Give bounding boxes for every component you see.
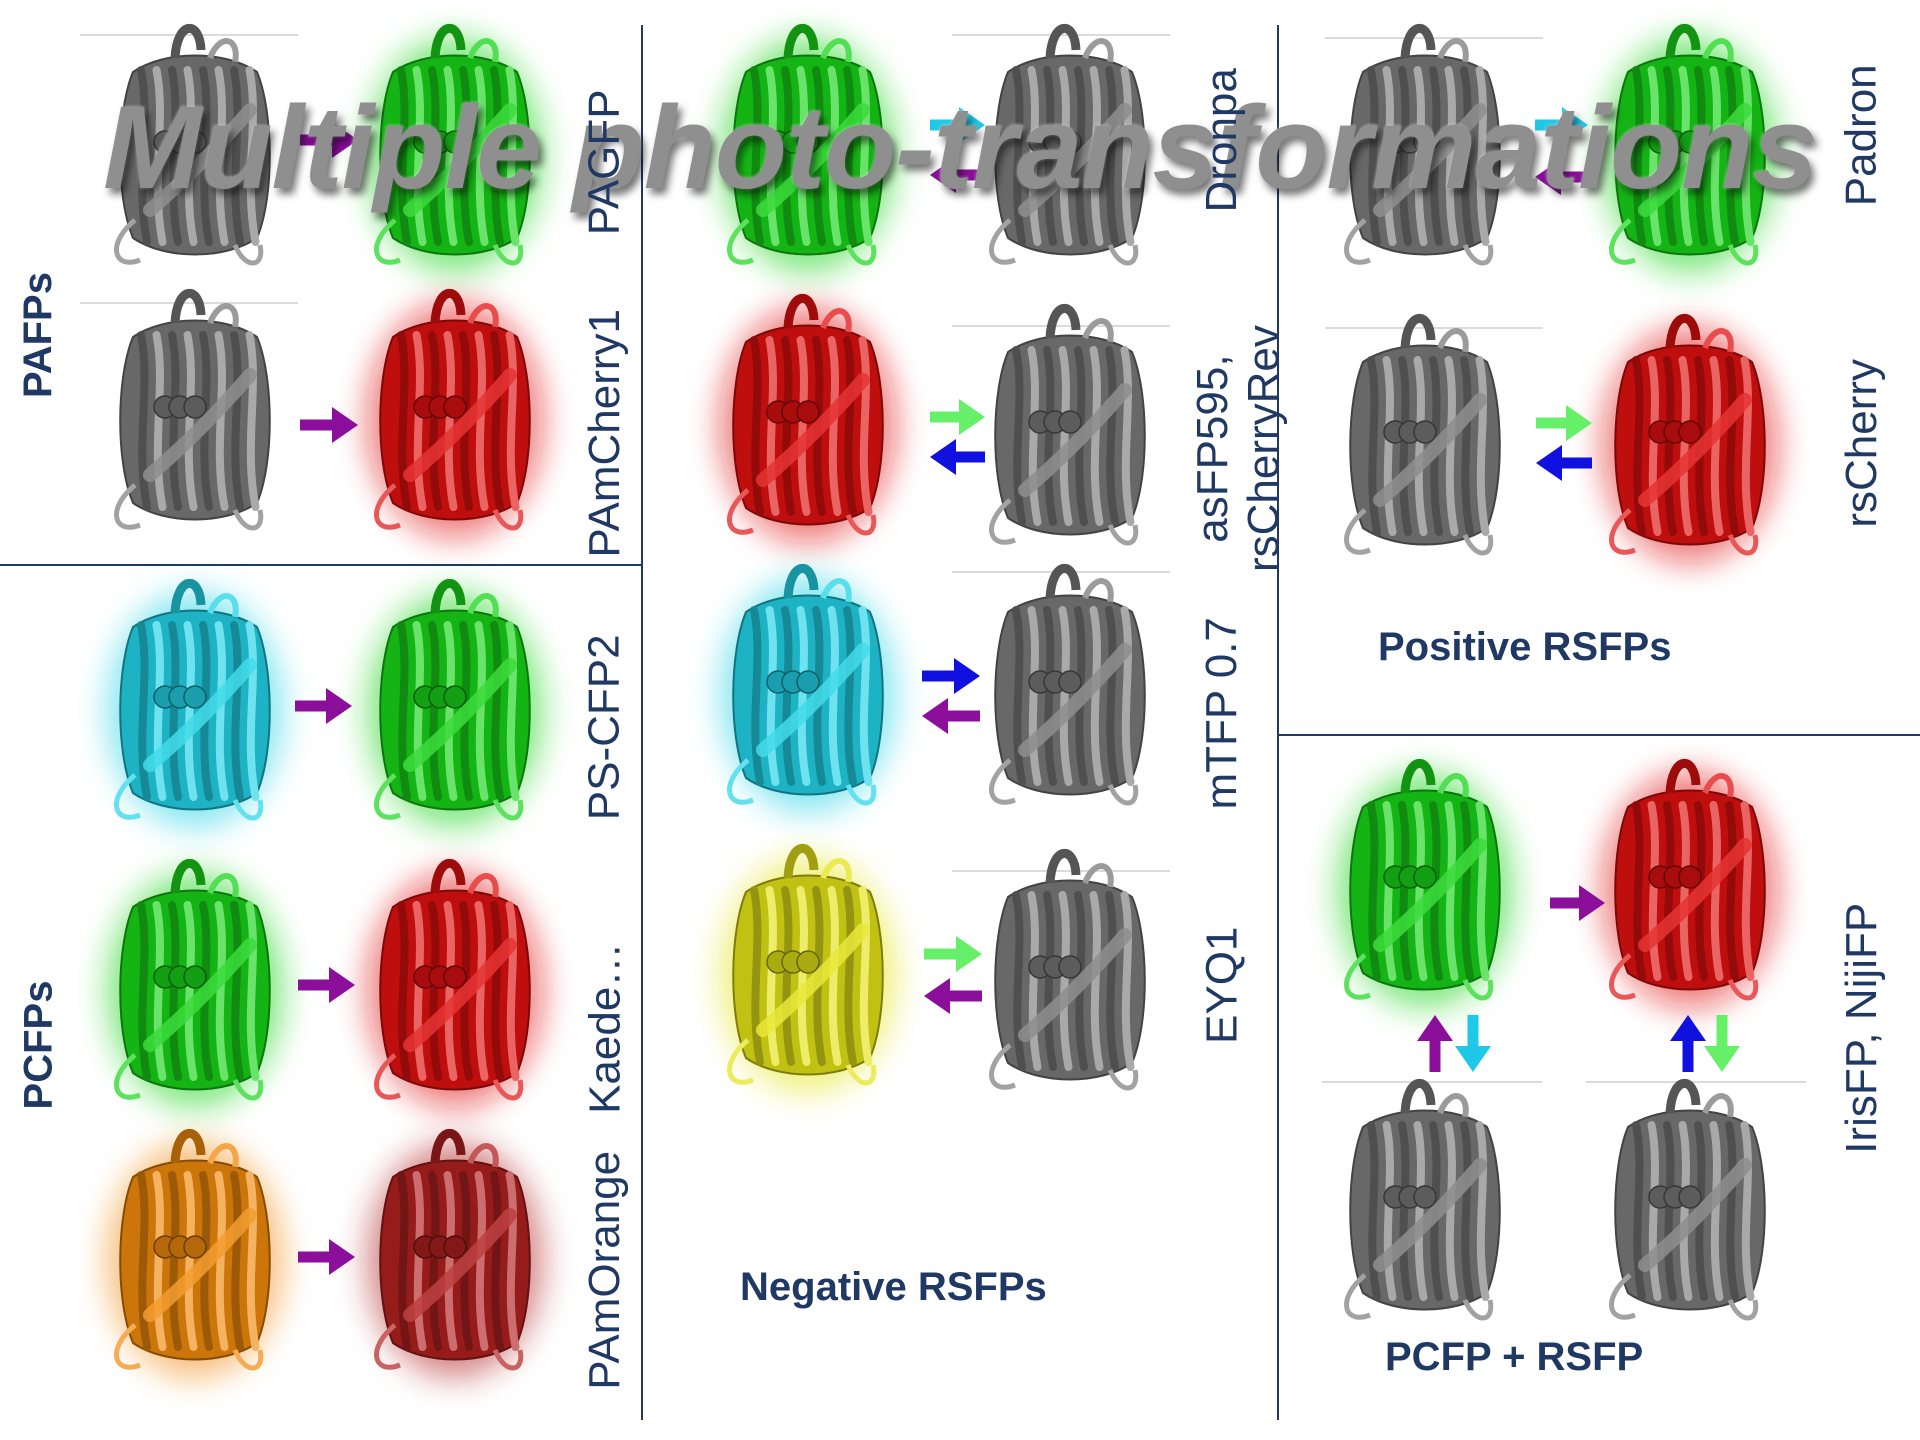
arrow-eyq1-on (924, 978, 982, 1014)
arrow-dronpa-on (930, 157, 985, 193)
rscherry-on-state (1602, 314, 1778, 563)
arrow-pagfp-activation (300, 122, 358, 158)
protein-label-pamcherry1: PAmCherry1 (579, 308, 629, 558)
dronpa-off-state (989, 24, 1146, 266)
arrow-dronpa-off (930, 107, 985, 143)
protein-label-asfp595-line2: rsCherryRev (1237, 324, 1287, 572)
divider-lines (0, 25, 1920, 1420)
protein-label-asfp595-line1: asFP595, (1187, 353, 1237, 543)
arrow-kaede-conversion (298, 967, 355, 1003)
protein-label-padron: Padron (1836, 63, 1886, 206)
arrow-rscherry-off (1536, 445, 1592, 481)
mtfp-on-state (720, 564, 896, 813)
asfp595-on-state (720, 294, 896, 543)
arrow-irisfp-conversion (1550, 885, 1605, 921)
arrow-pamcherry1-activation (300, 407, 358, 443)
protein-label-asfp595: asFP595, rsCherryRev (1187, 325, 1288, 572)
pagfp-bright-state (367, 24, 543, 273)
arrow-pamorange-conversion (298, 1239, 355, 1275)
protein-label-irisfp: IrisFP, NijiFP (1836, 902, 1886, 1154)
arrow-eyq1-off (924, 936, 982, 972)
group-label-positive-rsfps: Positive RSFPs (1378, 625, 1672, 669)
pagfp-dark-state (114, 24, 271, 266)
pamcherry1-bright-state (367, 289, 543, 538)
group-label-negative-rsfps: Negative RSFPs (740, 1265, 1047, 1309)
irisfp-red-state (1602, 759, 1778, 1008)
arrow-asfp595-off (930, 399, 985, 435)
protein-label-eyq1: EYQ1 (1196, 926, 1246, 1044)
arrow-mtfp-on (922, 698, 980, 734)
arrow-rscherry-on (1536, 405, 1592, 441)
irisfp-green-off-state (1344, 1079, 1501, 1321)
protein-label-rscherry: rsCherry (1836, 358, 1886, 528)
dronpa-on-state (720, 24, 896, 273)
arrow-asfp595-on (930, 439, 985, 475)
padron-off-state (1344, 24, 1501, 266)
arrow-padron-off (1535, 107, 1588, 143)
eyq1-off-state (989, 849, 1146, 1091)
arrow-irisfp-red-on (1670, 1015, 1706, 1072)
transition-arrows (295, 107, 1740, 1275)
group-label-pcfp-rsfp: PCFP + RSFP (1385, 1335, 1644, 1379)
kaede-red-state (367, 859, 543, 1108)
group-label-pafps: PAFPs (15, 272, 60, 398)
protein-label-dronpa: Dronpa (1196, 67, 1246, 212)
rscherry-off-state (1344, 314, 1501, 556)
arrow-irisfp-red-off (1704, 1015, 1740, 1072)
pamorange-orange-state (107, 1129, 283, 1378)
protein-label-pagfp: PAGFP (579, 88, 629, 235)
arrow-ps-cfp2-conversion (295, 688, 352, 724)
protein-structures (107, 24, 1778, 1378)
mtfp-off-state (989, 564, 1146, 806)
arrow-padron-on (1535, 159, 1588, 195)
protein-label-ps-cfp2: PS-CFP2 (579, 633, 629, 820)
eyq1-on-state (720, 844, 896, 1093)
ps-cfp2-green-state (367, 579, 543, 828)
group-label-pcfps: PCFPs (15, 980, 60, 1110)
arrow-mtfp-off (922, 658, 980, 694)
ps-cfp2-cyan-state (107, 579, 283, 828)
arrow-irisfp-green-off (1455, 1015, 1491, 1072)
irisfp-green-state (1337, 759, 1513, 1008)
padron-on-state (1602, 24, 1778, 273)
kaede-green-state (107, 859, 283, 1108)
protein-label-kaede: Kaede… (579, 942, 629, 1114)
pamcherry1-dark-state (114, 289, 271, 531)
asfp595-off-state (989, 304, 1146, 546)
pamorange-red-state (367, 1129, 543, 1378)
protein-label-mtfp: mTFP 0.7 (1196, 616, 1246, 809)
protein-label-pamorange: PAmOrange (579, 1150, 629, 1390)
arrow-irisfp-green-on (1417, 1015, 1453, 1072)
irisfp-red-off-state (1609, 1079, 1766, 1321)
